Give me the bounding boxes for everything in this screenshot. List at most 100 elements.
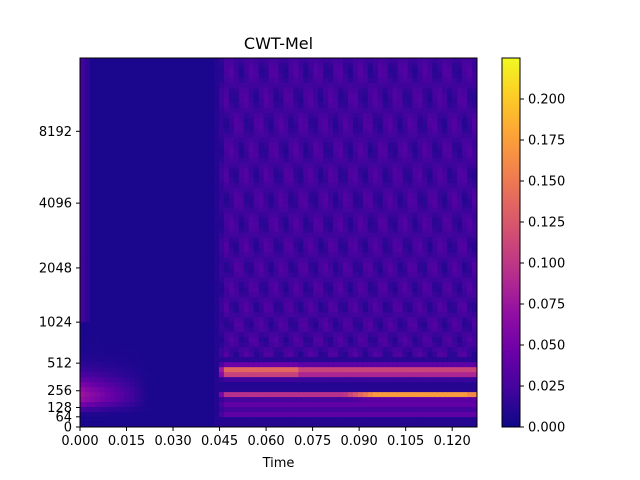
heatmap-cell bbox=[134, 287, 141, 293]
heatmap-cell bbox=[352, 247, 359, 254]
heatmap-cell bbox=[218, 157, 225, 164]
heatmap-cell bbox=[308, 342, 314, 348]
heatmap-cell bbox=[199, 327, 205, 333]
heatmap-cell bbox=[119, 202, 126, 209]
heatmap-cell bbox=[273, 362, 280, 368]
heatmap-cell bbox=[273, 72, 280, 79]
heatmap-cell bbox=[352, 322, 359, 328]
heatmap-cell bbox=[179, 192, 185, 199]
heatmap-cell bbox=[392, 302, 399, 308]
heatmap-cell bbox=[184, 112, 190, 119]
heatmap-cell bbox=[382, 337, 389, 343]
heatmap-cell bbox=[129, 322, 136, 328]
heatmap-cell bbox=[273, 127, 280, 134]
heatmap-cell bbox=[94, 227, 101, 234]
heatmap-cell bbox=[134, 402, 141, 408]
heatmap-cell bbox=[352, 217, 359, 224]
heatmap-cell bbox=[372, 397, 379, 403]
heatmap-cell bbox=[352, 392, 359, 398]
heatmap-cell bbox=[149, 207, 156, 214]
heatmap-cell bbox=[80, 92, 86, 99]
heatmap-cell bbox=[119, 297, 126, 303]
heatmap-cell bbox=[338, 222, 344, 229]
heatmap-cell bbox=[144, 112, 151, 119]
heatmap-cell bbox=[228, 67, 235, 74]
chart-title: CWT-Mel bbox=[244, 34, 313, 53]
heatmap-cell bbox=[139, 352, 146, 358]
heatmap-cell bbox=[333, 77, 339, 84]
heatmap-cell bbox=[238, 112, 245, 119]
heatmap-cell bbox=[154, 107, 160, 114]
heatmap-cell bbox=[209, 352, 215, 358]
heatmap-cell bbox=[318, 312, 324, 318]
heatmap-cell bbox=[288, 357, 294, 363]
heatmap-cell bbox=[298, 107, 304, 114]
heatmap-cell bbox=[218, 227, 225, 234]
heatmap-cell bbox=[139, 372, 146, 378]
heatmap-cell bbox=[154, 332, 160, 338]
heatmap-cell bbox=[283, 58, 290, 64]
heatmap-cell bbox=[199, 62, 205, 69]
heatmap-cell bbox=[223, 422, 230, 427]
heatmap-cell bbox=[119, 337, 126, 343]
heatmap-cell bbox=[293, 182, 299, 189]
heatmap-cell bbox=[253, 217, 260, 224]
heatmap-cell bbox=[248, 292, 255, 298]
heatmap-cell bbox=[248, 262, 255, 269]
heatmap-cell bbox=[159, 117, 165, 124]
heatmap-cell bbox=[223, 58, 230, 64]
heatmap-cell bbox=[114, 287, 121, 293]
heatmap-cell bbox=[149, 327, 156, 333]
heatmap-cell bbox=[164, 272, 170, 279]
heatmap-cell bbox=[268, 137, 275, 144]
heatmap-cell bbox=[362, 127, 369, 134]
heatmap-cell bbox=[174, 212, 180, 219]
heatmap-cell bbox=[129, 377, 136, 383]
heatmap-cell bbox=[323, 327, 329, 333]
heatmap-cell bbox=[119, 222, 126, 229]
heatmap-cell bbox=[169, 122, 175, 129]
heatmap-cell bbox=[243, 372, 250, 378]
heatmap-cell bbox=[199, 67, 205, 74]
heatmap-cell bbox=[84, 97, 91, 104]
heatmap-cell bbox=[209, 402, 215, 408]
heatmap-cell bbox=[159, 112, 165, 119]
heatmap-cell bbox=[134, 232, 141, 239]
heatmap-cell bbox=[144, 402, 151, 408]
heatmap-cell bbox=[89, 387, 96, 393]
heatmap-cell bbox=[372, 152, 379, 159]
heatmap-cell bbox=[387, 58, 394, 64]
heatmap-cell bbox=[318, 322, 324, 328]
heatmap-cell bbox=[80, 312, 86, 318]
heatmap-cell bbox=[209, 217, 215, 224]
heatmap-cell bbox=[84, 92, 91, 99]
heatmap-cell bbox=[233, 167, 240, 174]
heatmap-cell bbox=[352, 232, 359, 239]
heatmap-cell bbox=[129, 137, 136, 144]
heatmap-cell bbox=[243, 227, 250, 234]
heatmap-cell bbox=[159, 147, 165, 154]
heatmap-cell bbox=[80, 127, 86, 134]
heatmap-cell bbox=[164, 187, 170, 194]
heatmap-cell bbox=[347, 287, 354, 293]
heatmap-cell bbox=[213, 182, 220, 189]
heatmap-cell bbox=[283, 412, 290, 418]
heatmap-cell bbox=[362, 292, 369, 298]
heatmap-cell bbox=[248, 177, 255, 184]
heatmap-cell bbox=[248, 97, 255, 104]
heatmap-cell bbox=[124, 367, 131, 373]
heatmap-cell bbox=[372, 372, 379, 378]
heatmap-cell bbox=[179, 72, 185, 79]
heatmap-cell bbox=[204, 397, 210, 403]
heatmap-cell bbox=[308, 322, 314, 328]
heatmap-cell bbox=[377, 337, 384, 343]
heatmap-cell bbox=[293, 422, 299, 427]
heatmap-cell bbox=[80, 72, 86, 79]
heatmap-cell bbox=[238, 212, 245, 219]
heatmap-cell bbox=[298, 67, 304, 74]
heatmap-cell bbox=[298, 272, 304, 279]
heatmap-cell bbox=[164, 307, 170, 313]
heatmap-cell bbox=[347, 282, 354, 288]
heatmap-cell bbox=[283, 142, 290, 149]
heatmap-cell bbox=[104, 337, 111, 343]
